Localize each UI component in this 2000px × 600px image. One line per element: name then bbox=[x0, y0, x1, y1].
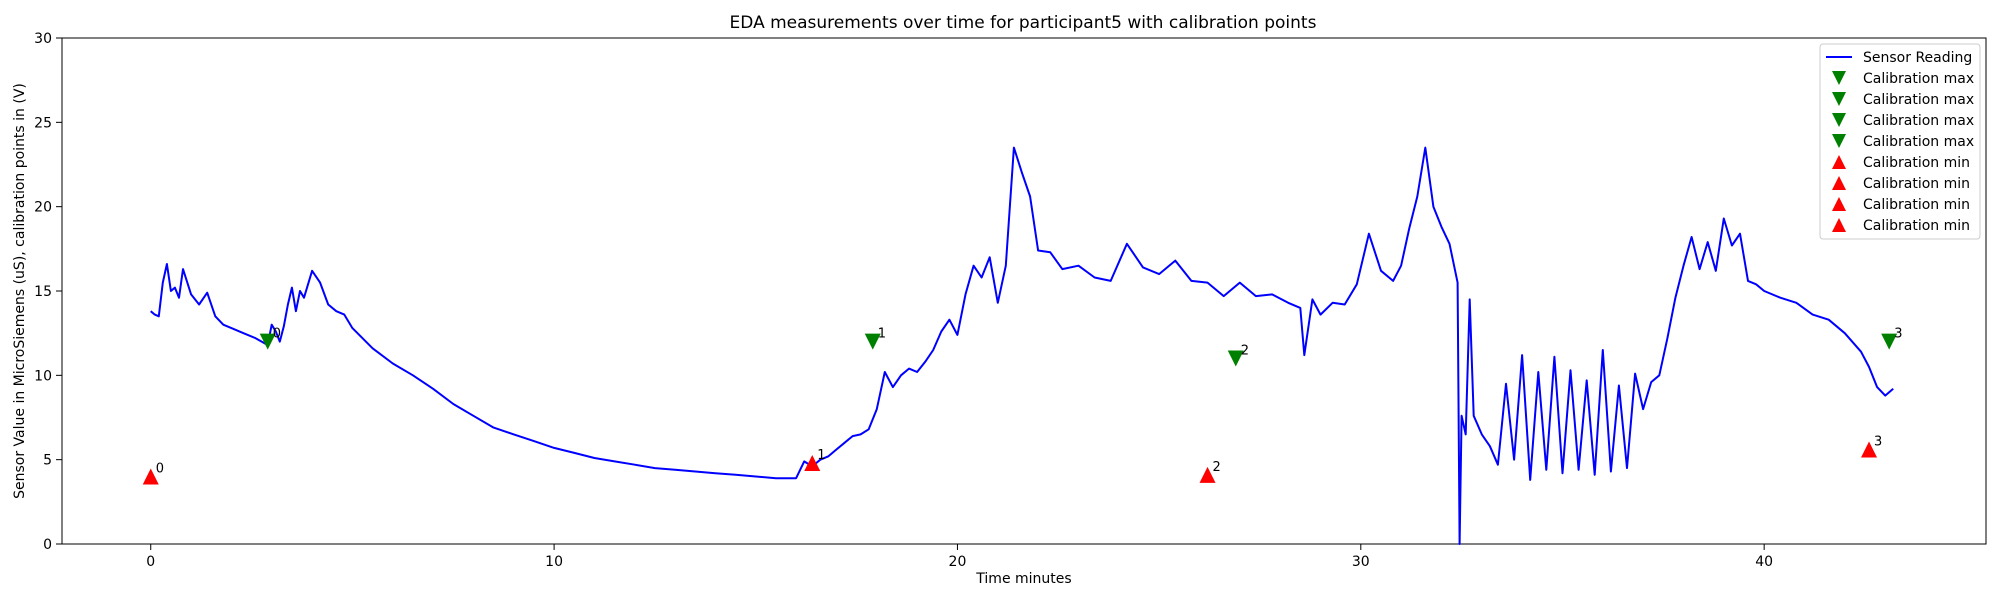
calibration-min-marker bbox=[1199, 466, 1216, 483]
calibration-max-label: 0 bbox=[273, 327, 281, 342]
legend-label: Calibration max bbox=[1863, 92, 1974, 108]
legend-triangle-down-icon bbox=[1832, 71, 1846, 85]
calibration-max-label: 3 bbox=[1894, 327, 1902, 342]
x-axis-label: Time minutes bbox=[975, 571, 1071, 587]
calibration-min-marker bbox=[142, 468, 159, 485]
sensor-reading-line bbox=[150, 146, 1894, 545]
legend-triangle-down-icon bbox=[1832, 134, 1846, 148]
calibration-min-marker bbox=[804, 455, 821, 472]
legend-triangle-up-icon bbox=[1832, 197, 1846, 211]
y-tick-label: 20 bbox=[34, 200, 52, 216]
calibration-min-label: 1 bbox=[817, 448, 825, 463]
legend-label: Calibration min bbox=[1863, 218, 1970, 234]
legend-box bbox=[1819, 43, 1981, 240]
legend-triangle-up-icon bbox=[1832, 218, 1846, 232]
calibration-min-label: 3 bbox=[1874, 435, 1882, 450]
calibration-min-marker bbox=[1861, 441, 1878, 458]
x-axis: 0 10 20 30 40 bbox=[146, 544, 1773, 570]
legend: Sensor Reading Calibration max Calibration… bbox=[1819, 43, 1981, 240]
y-tick-label: 30 bbox=[34, 31, 52, 47]
x-tick-label: 40 bbox=[1755, 554, 1773, 570]
plot-area bbox=[61, 37, 1987, 545]
legend-label: Calibration min bbox=[1863, 155, 1970, 171]
x-tick-label: 30 bbox=[1352, 554, 1370, 570]
y-axis: 0 5 10 15 20 25 30 bbox=[34, 31, 62, 553]
legend-triangle-down-icon bbox=[1832, 92, 1846, 106]
x-tick-label: 20 bbox=[949, 554, 967, 570]
y-tick-label: 0 bbox=[43, 537, 52, 553]
legend-label: Sensor Reading bbox=[1863, 50, 1972, 66]
chart-title: EDA measurements over time for participa… bbox=[730, 13, 1317, 33]
calibration-markers: 0 1 2 3 0 1 2 3 bbox=[142, 327, 1902, 485]
y-tick-label: 25 bbox=[34, 115, 52, 131]
x-tick-label: 10 bbox=[545, 554, 563, 570]
legend-label: Calibration min bbox=[1863, 197, 1970, 213]
y-tick-label: 5 bbox=[43, 453, 52, 469]
calibration-max-label: 2 bbox=[1241, 343, 1249, 358]
calibration-min-label: 0 bbox=[156, 462, 164, 477]
x-tick-label: 0 bbox=[146, 554, 155, 570]
y-axis-label: Sensor Value in MicroSiemens (uS), calib… bbox=[12, 83, 28, 499]
calibration-max-marker bbox=[1227, 350, 1244, 367]
legend-label: Calibration max bbox=[1863, 113, 1974, 129]
legend-triangle-down-icon bbox=[1832, 113, 1846, 127]
calibration-max-label: 1 bbox=[878, 327, 886, 342]
calibration-max-marker bbox=[259, 333, 276, 350]
calibration-max-marker bbox=[864, 333, 881, 350]
legend-triangle-up-icon bbox=[1832, 155, 1846, 169]
legend-label: Calibration max bbox=[1863, 134, 1974, 150]
legend-label: Calibration max bbox=[1863, 71, 1974, 87]
legend-triangle-up-icon bbox=[1832, 176, 1846, 190]
calibration-max-marker bbox=[1881, 333, 1898, 350]
y-tick-label: 15 bbox=[34, 284, 52, 300]
y-tick-label: 10 bbox=[34, 368, 52, 384]
legend-label: Calibration min bbox=[1863, 176, 1970, 192]
calibration-min-label: 2 bbox=[1213, 460, 1221, 475]
